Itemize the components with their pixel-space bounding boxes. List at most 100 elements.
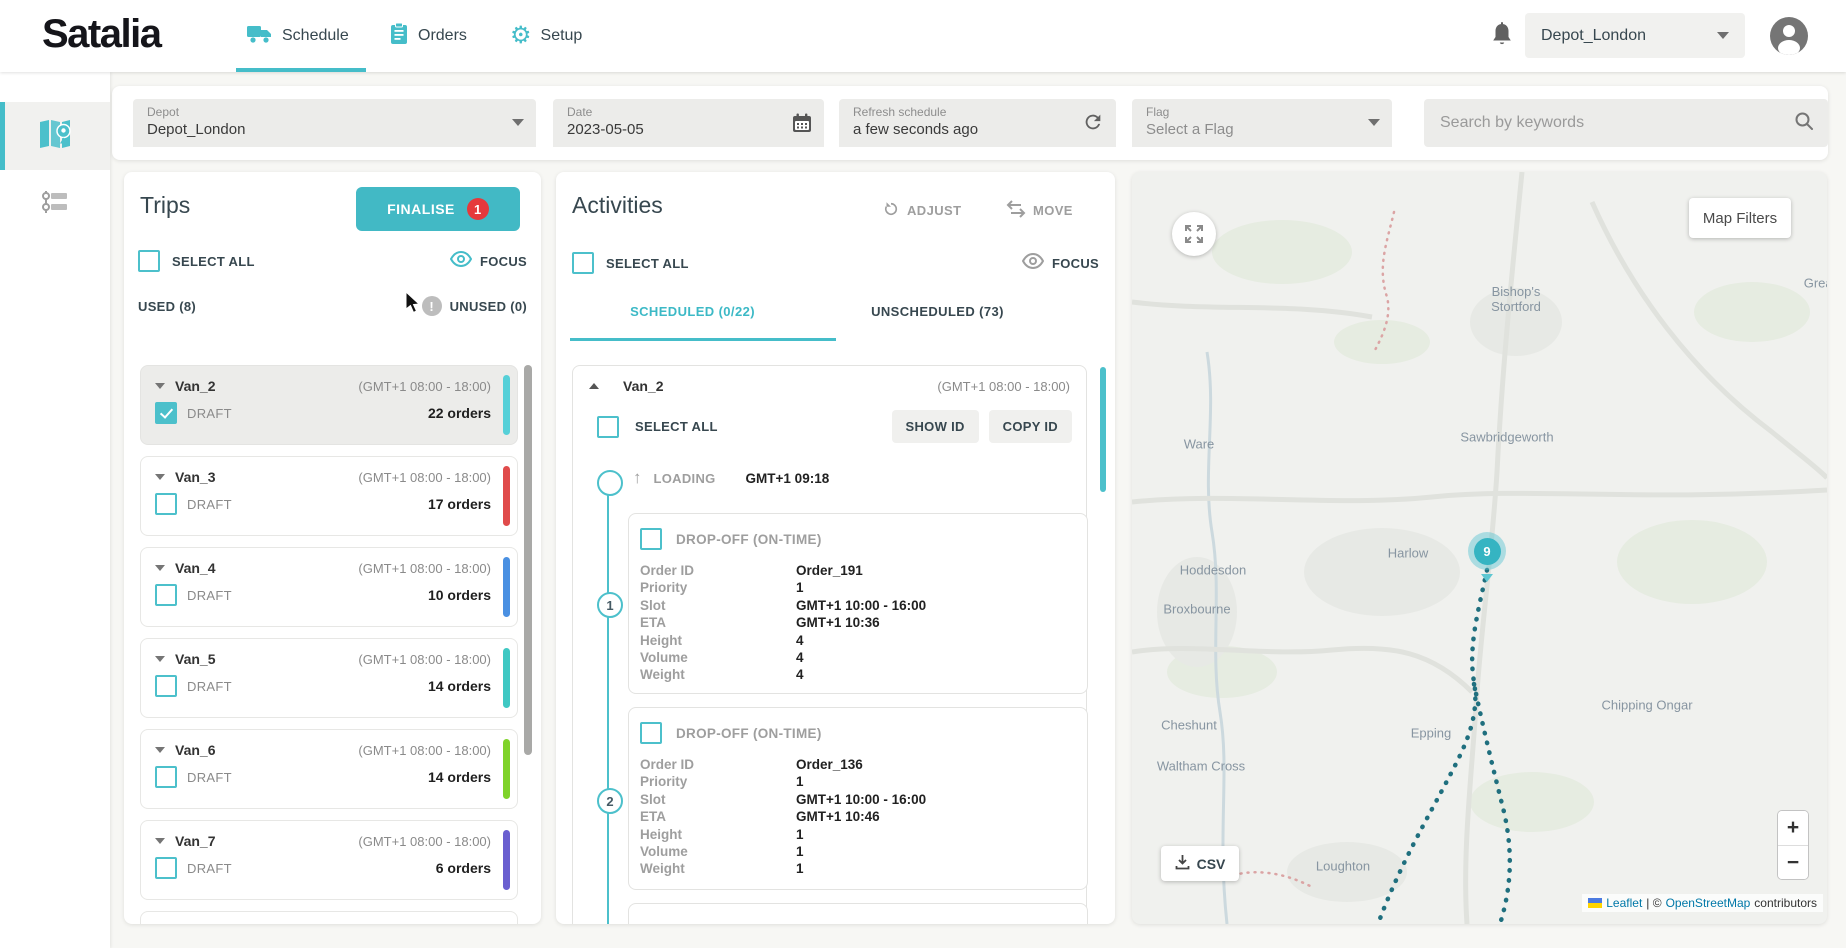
field-value: 4 (796, 632, 804, 648)
field-label: ETA (640, 615, 666, 631)
notifications-bell-icon[interactable] (1490, 22, 1514, 48)
stop-type-label: DROP-OFF (ON-TIME) (676, 725, 822, 741)
trips-scrollbar[interactable] (524, 365, 532, 755)
zoom-out-button[interactable]: − (1778, 846, 1808, 879)
trip-card-partial[interactable] (140, 911, 518, 924)
collapse-caret-icon[interactable] (155, 656, 165, 662)
openstreetmap-link[interactable]: OpenStreetMap (1665, 896, 1751, 910)
tab-orders[interactable]: Orders (389, 0, 467, 72)
map-canvas[interactable] (1132, 172, 1827, 924)
flag-filter-label: Flag (1146, 105, 1170, 119)
collapse-caret-icon[interactable] (155, 747, 165, 753)
field-label: Priority (640, 774, 688, 790)
map-label-sawbridgeworth: Sawbridgeworth (1460, 429, 1554, 445)
activities-focus-button[interactable]: FOCUS (1021, 252, 1099, 274)
tab-unscheduled[interactable]: UNSCHEDULED (73) (871, 304, 1004, 319)
warning-icon: ! (421, 296, 442, 316)
tab-schedule[interactable]: Schedule (247, 0, 349, 72)
csv-export-button[interactable]: CSV (1161, 846, 1239, 881)
trip-card-van6[interactable]: Van_6 (GMT+1 08:00 - 18:00) DRAFT 14 ord… (140, 729, 518, 809)
map-zoom-control: + − (1777, 810, 1809, 880)
field-label: Height (640, 632, 682, 648)
map-label-ware: Ware (1183, 436, 1215, 452)
date-filter-label: Date (567, 105, 593, 119)
leaflet-link[interactable]: Leaflet (1606, 896, 1643, 910)
refresh-icon[interactable] (1082, 111, 1104, 138)
field-value: 4 (796, 667, 804, 683)
stop-checkbox[interactable] (640, 722, 662, 744)
trip-checkbox[interactable] (155, 857, 177, 879)
refresh-schedule-field[interactable]: Refresh schedule a few seconds ago (839, 99, 1116, 147)
trip-checkbox[interactable] (155, 493, 177, 515)
trip-name: Van_2 (175, 378, 216, 394)
zoom-in-button[interactable]: + (1778, 811, 1808, 845)
copy-id-button[interactable]: COPY ID (988, 410, 1072, 443)
field-label: Height (640, 826, 682, 842)
map-label-epping: Epping (1410, 725, 1452, 741)
trip-card-van7[interactable]: Van_7 (GMT+1 08:00 - 18:00) DRAFT 6 orde… (140, 820, 518, 900)
trip-checkbox[interactable] (155, 584, 177, 606)
stop-card-partial[interactable] (628, 903, 1088, 924)
tab-setup[interactable]: ⚙ Setup (510, 0, 582, 72)
trips-focus-button[interactable]: FOCUS (449, 250, 527, 272)
trip-time-window: (GMT+1 08:00 - 18:00) (358, 651, 491, 667)
fullscreen-button[interactable] (1172, 212, 1216, 256)
trip-checkbox[interactable] (155, 766, 177, 788)
user-avatar[interactable] (1770, 17, 1808, 55)
adjust-button[interactable]: ADJUST (882, 200, 961, 221)
arrow-up-icon: ↑ (633, 468, 642, 487)
trip-order-count: 14 orders (427, 678, 491, 694)
trip-card-van3[interactable]: Van_3 (GMT+1 08:00 - 18:00) DRAFT 17 ord… (140, 456, 518, 536)
map-panel: Bishop's Stortford Sawbridgeworth Ware H… (1132, 172, 1827, 924)
trip-status: DRAFT (187, 496, 232, 512)
stop-card-1[interactable]: DROP-OFF (ON-TIME) Order ID Order_191 Pri… (628, 513, 1088, 694)
move-button[interactable]: MOVE (1006, 200, 1073, 221)
trip-card-van2[interactable]: Van_2 (GMT+1 08:00 - 18:00) DRAFT 22 ord… (140, 365, 518, 445)
depot-selector-dropdown[interactable]: Depot_London (1525, 13, 1745, 58)
activities-select-all-checkbox[interactable] (572, 252, 594, 274)
route-color-bar (503, 466, 510, 526)
trip-checkbox[interactable] (155, 675, 177, 697)
cluster-marker-9[interactable]: 9 (1468, 532, 1506, 582)
trip-card-van5[interactable]: Van_5 (GMT+1 08:00 - 18:00) DRAFT 14 ord… (140, 638, 518, 718)
trip-name: Van_5 (175, 651, 216, 667)
search-icon[interactable] (1794, 111, 1814, 136)
stop-checkbox[interactable] (640, 528, 662, 550)
activities-scrollbar[interactable] (1100, 367, 1106, 492)
group-select-all-checkbox[interactable] (597, 415, 619, 438)
map-filters-button[interactable]: Map Filters (1689, 198, 1791, 238)
stop-card-2[interactable]: DROP-OFF (ON-TIME) Order ID Order_136 Pri… (628, 707, 1088, 890)
field-value: GMT+1 10:46 (796, 809, 880, 825)
collapse-caret-icon[interactable] (155, 565, 165, 571)
activities-select-all-label: SELECT ALL (606, 255, 689, 271)
finalise-button[interactable]: FINALISE 1 (356, 187, 520, 231)
csv-button-label: CSV (1196, 855, 1226, 872)
trip-order-count: 6 orders (435, 860, 491, 876)
sidebar-item-timeline[interactable] (0, 170, 110, 238)
trip-status: DRAFT (187, 678, 232, 694)
date-filter[interactable]: Date 2023-05-05 (553, 99, 824, 147)
tab-scheduled[interactable]: SCHEDULED (0/22) (630, 304, 755, 319)
flag-filter[interactable]: Flag Select a Flag (1132, 99, 1392, 147)
collapse-caret-icon[interactable] (155, 383, 165, 389)
collapse-caret-icon[interactable] (155, 474, 165, 480)
sidebar-item-schedule-map[interactable] (0, 102, 110, 170)
search-input[interactable] (1438, 113, 1794, 133)
map-label-harlow: Harlow (1387, 545, 1429, 561)
depot-filter[interactable]: Depot Depot_London (133, 99, 536, 147)
trips-select-all-checkbox[interactable] (138, 250, 160, 272)
map-pin-icon (38, 119, 72, 154)
field-value: Order_136 (796, 757, 863, 772)
show-id-button[interactable]: SHOW ID (891, 410, 979, 443)
adjust-label: ADJUST (907, 203, 962, 218)
field-label: Priority (640, 580, 688, 596)
trip-status: DRAFT (187, 405, 232, 421)
trip-checkbox[interactable] (155, 402, 177, 424)
collapse-caret-icon[interactable] (155, 838, 165, 844)
field-value: GMT+1 10:00 - 16:00 (796, 791, 927, 807)
trip-card-van4[interactable]: Van_4 (GMT+1 08:00 - 18:00) DRAFT 10 ord… (140, 547, 518, 627)
map-attribution: Leaflet | © OpenStreetMap contributors (1582, 894, 1823, 912)
collapse-caret-icon[interactable] (589, 383, 599, 389)
refresh-schedule-value: a few seconds ago (853, 121, 979, 138)
stop-type-label: DROP-OFF (ON-TIME) (676, 531, 822, 547)
